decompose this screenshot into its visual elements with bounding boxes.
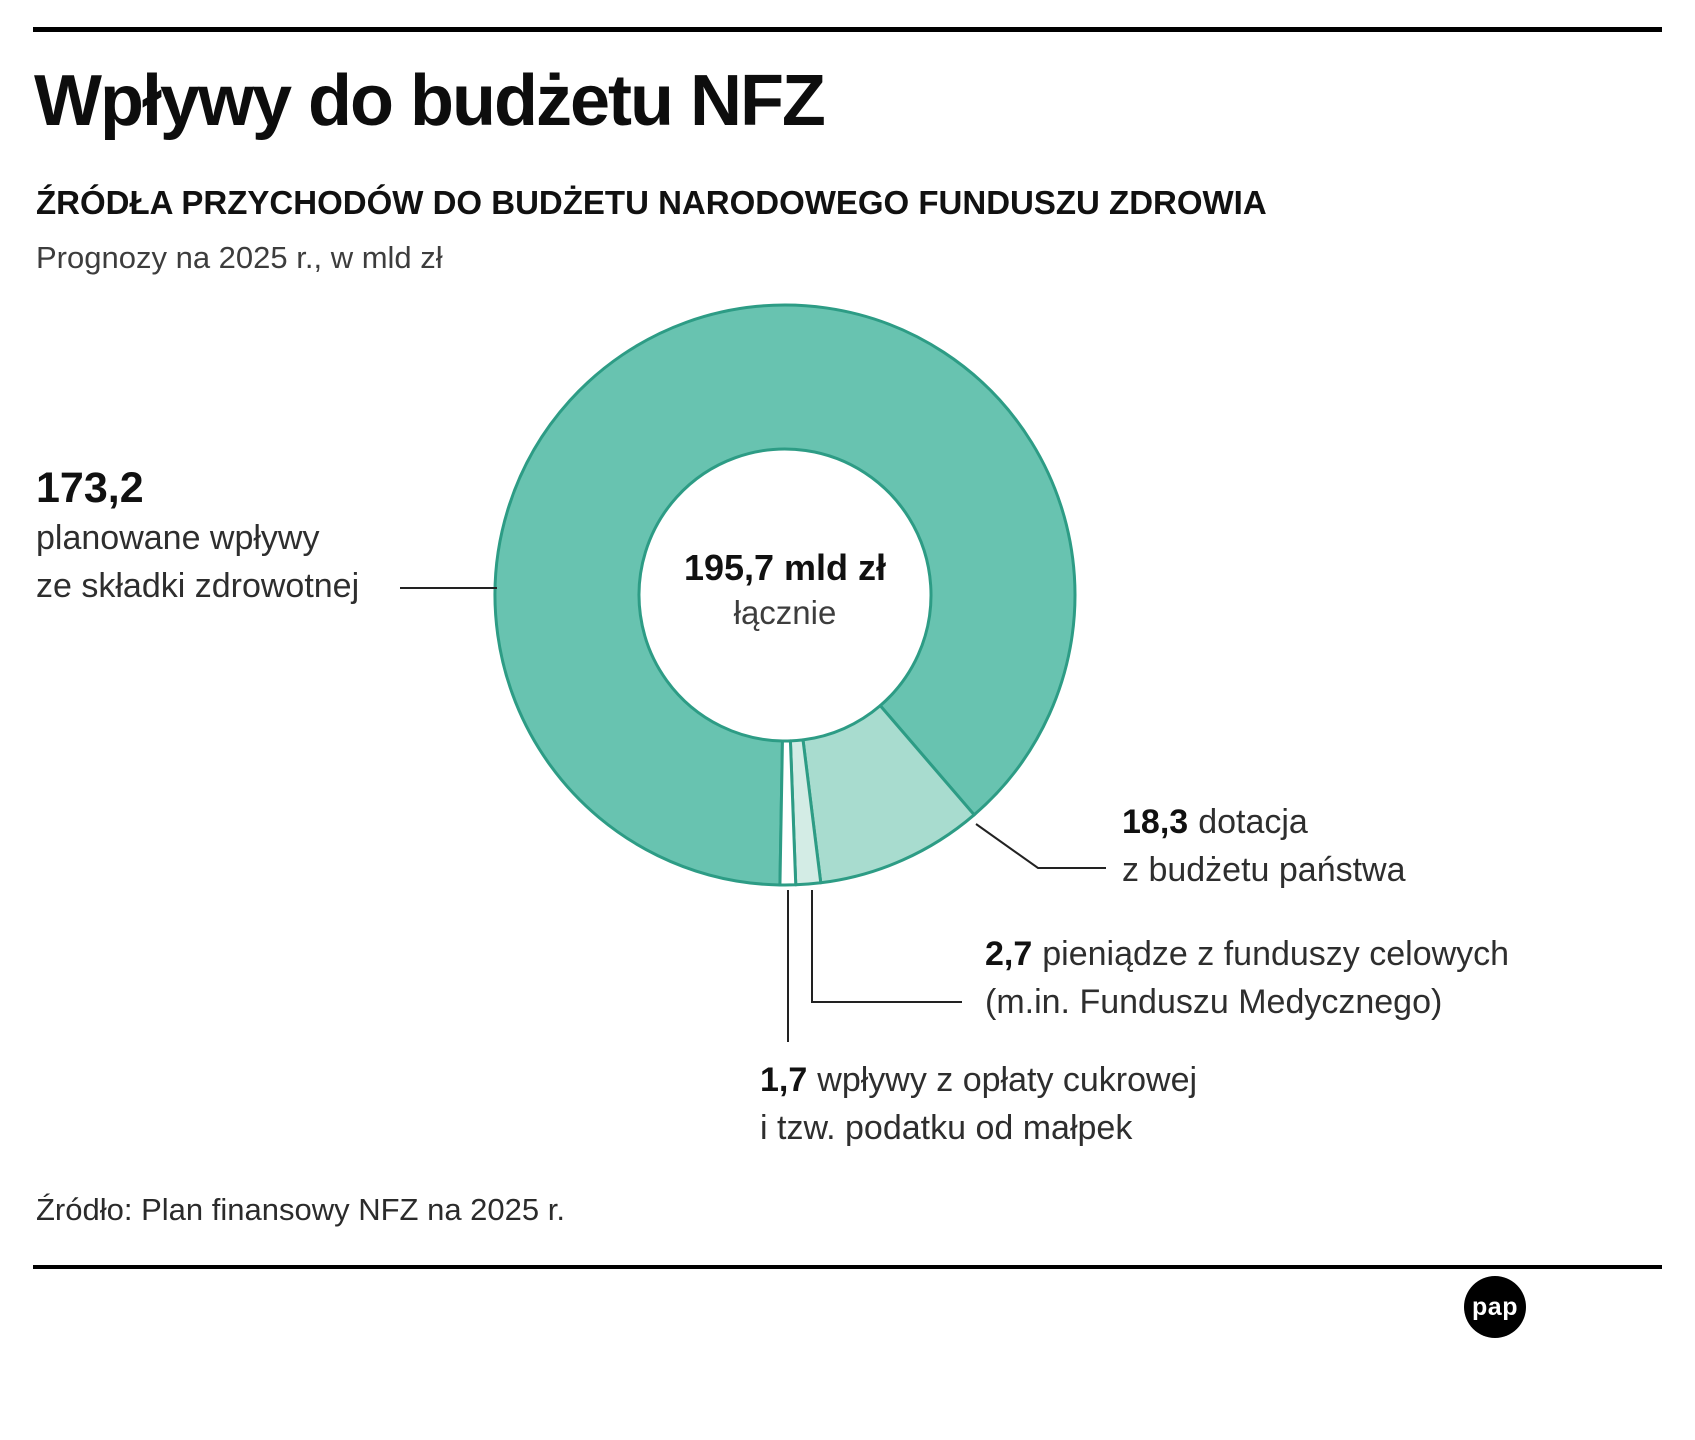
callout-fundusze-value: 2,7 (985, 935, 1033, 973)
donut-total-sublabel: łącznie (733, 594, 837, 631)
callout-dotacja-line2: z budżetu państwa (1122, 851, 1406, 889)
callout-dotacja-text: dotacja (1198, 803, 1308, 841)
donut-total-value: 195,7 mld zł (683, 547, 887, 588)
donut-segment-1 (493, 303, 1077, 887)
callout-skladka-line1: planowane wpływy (36, 519, 320, 557)
pap-logo: pap (1464, 1276, 1526, 1338)
callout-fundusze-line1: 2,7 pieniądze z funduszy celowych (985, 930, 1509, 978)
top-rule (33, 27, 1662, 32)
callout-skladka: 173,2 planowane wpływy ze składki zdrowo… (36, 462, 359, 610)
page-title: Wpływy do budżetu NFZ (34, 61, 826, 141)
callout-fundusze-line2: (m.in. Funduszu Medycznego) (985, 983, 1443, 1021)
donut-chart (493, 303, 1077, 887)
callout-cukrowa-line1: 1,7 wpływy z opłaty cukrowej (760, 1056, 1197, 1104)
page-subtitle: ŹRÓDŁA PRZYCHODÓW DO BUDŻETU NARODOWEGO … (36, 184, 1267, 221)
callout-cukrowa-value: 1,7 (760, 1061, 808, 1099)
pap-logo-text: pap (1472, 1292, 1518, 1321)
callout-skladka-line2: ze składki zdrowotnej (36, 567, 360, 605)
callout-cukrowa: 1,7 wpływy z opłaty cukrowej i tzw. podat… (760, 1056, 1197, 1152)
leader-line-fundusze (811, 890, 962, 1003)
callout-dotacja-line1: 18,3 dotacja (1122, 798, 1406, 846)
callout-dotacja: 18,3 dotacja z budżetu państwa (1122, 798, 1406, 894)
callout-cukrowa-line2: i tzw. podatku od małpek (760, 1109, 1133, 1147)
bottom-rule (33, 1265, 1662, 1269)
source-note: Źródło: Plan finansowy NFZ na 2025 r. (36, 1192, 565, 1227)
chart-note: Prognozy na 2025 r., w mld zł (36, 240, 443, 275)
callout-cukrowa-text: wpływy z opłaty cukrowej (817, 1061, 1198, 1099)
callout-fundusze: 2,7 pieniądze z funduszy celowych (m.in. … (985, 930, 1509, 1026)
callout-skladka-value: 173,2 (36, 464, 144, 512)
callout-fundusze-text: pieniądze z funduszy celowych (1042, 935, 1510, 973)
donut-center-label: 195,7 mld zł łącznie (635, 545, 935, 635)
callout-dotacja-value: 18,3 (1122, 803, 1189, 841)
donut-segment-4 (778, 739, 798, 887)
